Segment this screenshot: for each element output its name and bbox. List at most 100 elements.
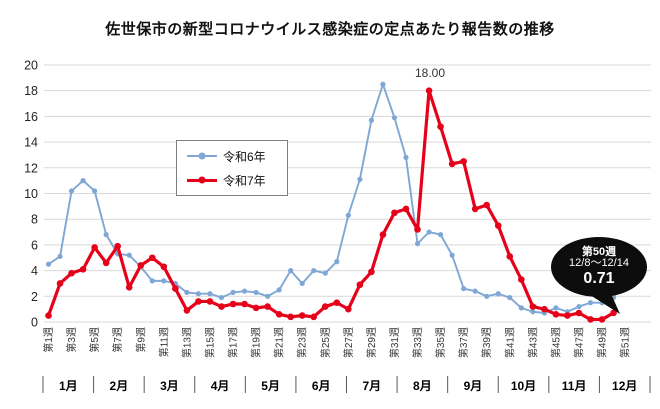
data-point-marker <box>287 313 294 321</box>
data-point-marker <box>218 303 225 310</box>
data-point-marker <box>321 303 329 310</box>
data-point-marker <box>449 252 455 258</box>
data-point-marker <box>241 300 248 308</box>
legend-label-reiwa6: 令和6年 <box>223 149 266 164</box>
legend-marker-reiwa6-icon <box>187 152 217 160</box>
data-point-marker <box>288 267 294 274</box>
data-point-marker <box>495 291 501 297</box>
data-point-marker <box>507 294 513 301</box>
x-tick-label: 第21週 <box>273 327 286 358</box>
data-point-marker <box>56 280 64 287</box>
callout-date-range: 12/8～12/14 <box>569 257 629 270</box>
data-point-marker <box>149 278 155 284</box>
data-point-marker <box>461 285 467 292</box>
data-point-marker <box>598 316 606 323</box>
data-point-marker <box>575 309 583 317</box>
data-point-marker <box>357 176 363 182</box>
data-point-marker <box>299 280 305 287</box>
data-point-marker <box>79 266 87 273</box>
x-tick-label: 第19週 <box>250 327 263 358</box>
data-point-marker <box>425 87 433 94</box>
data-point-marker <box>276 287 282 293</box>
month-label: 4月 <box>211 379 230 393</box>
x-tick-label: 第7週 <box>111 327 124 353</box>
data-point-marker <box>403 154 409 161</box>
data-point-marker <box>137 262 145 269</box>
data-point-marker <box>91 244 98 251</box>
data-point-marker <box>380 81 386 87</box>
month-label: 9月 <box>464 379 483 393</box>
x-tick-label: 第25週 <box>319 327 332 358</box>
data-point-marker <box>576 303 582 310</box>
data-point-marker <box>402 205 410 213</box>
x-axis-labels: 第1週 第3週 第5週 第7週 第9週 第11週 第13週 第15週 第17週 第19週 第21週第… <box>42 327 632 358</box>
data-point-marker <box>333 299 341 307</box>
x-tick-label: 第49週 <box>596 327 609 358</box>
x-tick-label: 第13週 <box>180 327 193 358</box>
latest-week-callout: 第50週 12/8～12/14 0.71 <box>551 237 647 297</box>
x-tick-label: 第39週 <box>480 327 493 358</box>
data-point-marker <box>265 293 271 299</box>
data-point-marker <box>494 222 502 229</box>
data-point-marker <box>45 312 52 319</box>
data-point-marker <box>345 305 352 313</box>
data-point-marker <box>161 278 167 284</box>
data-point-marker <box>518 305 524 311</box>
month-label: 11月 <box>562 379 587 393</box>
y-axis-labels: 0 2 4 6 8 10 12 14 16 18 20 <box>24 58 38 329</box>
legend: 令和6年 令和7年 <box>176 140 288 196</box>
data-point-marker <box>564 312 571 319</box>
data-point-marker <box>80 178 86 184</box>
data-point-marker <box>483 201 491 209</box>
data-point-marker <box>322 270 328 276</box>
month-label: 5月 <box>261 379 280 393</box>
month-label: 6月 <box>312 379 331 393</box>
data-point-marker <box>57 253 63 260</box>
peak-value-annotation: 18.00 <box>414 66 446 80</box>
data-point-marker <box>334 259 340 265</box>
data-point-marker <box>426 229 432 235</box>
month-label: 7月 <box>362 379 381 393</box>
month-label: 8月 <box>413 379 432 393</box>
month-label: 2月 <box>110 379 129 393</box>
y-tick-label: 14 <box>24 136 38 150</box>
data-point-marker <box>553 305 559 311</box>
callout-value: 0.71 <box>583 269 615 287</box>
y-tick-label: 10 <box>24 187 38 201</box>
data-point-marker <box>103 232 109 238</box>
legend-item-reiwa7: 令和7年 <box>187 172 287 189</box>
callout-week: 第50週 <box>581 245 617 258</box>
data-point-marker <box>160 263 168 271</box>
data-point-marker <box>345 212 351 218</box>
data-point-marker <box>126 252 132 258</box>
month-label: 3月 <box>160 379 179 393</box>
month-axis: 1月 2月 3月 4月 5月 6月 7月 8月 9月 10月 11月 12月 <box>42 376 651 393</box>
data-point-marker <box>518 276 525 283</box>
data-point-marker <box>356 281 364 289</box>
data-point-marker <box>195 291 202 297</box>
x-tick-label: 第17週 <box>227 327 240 358</box>
data-point-marker <box>610 309 617 317</box>
x-tick-label: 第43週 <box>526 327 539 358</box>
y-tick-label: 4 <box>31 264 38 278</box>
y-tick-label: 6 <box>31 238 38 252</box>
x-tick-label: 第9週 <box>134 327 147 353</box>
gridlines <box>44 64 651 323</box>
data-point-marker <box>310 313 318 321</box>
x-tick-label: 第35週 <box>434 327 447 358</box>
data-point-marker <box>506 253 514 260</box>
x-tick-label: 第5週 <box>88 327 101 353</box>
data-point-marker <box>552 310 560 318</box>
data-point-marker <box>92 188 98 194</box>
data-point-marker <box>484 293 490 299</box>
data-point-marker <box>264 303 271 310</box>
data-point-marker <box>541 305 548 313</box>
x-tick-label: 第47週 <box>572 327 585 358</box>
x-tick-label: 第41週 <box>503 327 516 358</box>
x-tick-label: 第45週 <box>549 327 562 358</box>
x-tick-label: 第31週 <box>388 327 401 358</box>
data-point-marker <box>68 188 75 194</box>
data-point-marker <box>148 254 156 262</box>
